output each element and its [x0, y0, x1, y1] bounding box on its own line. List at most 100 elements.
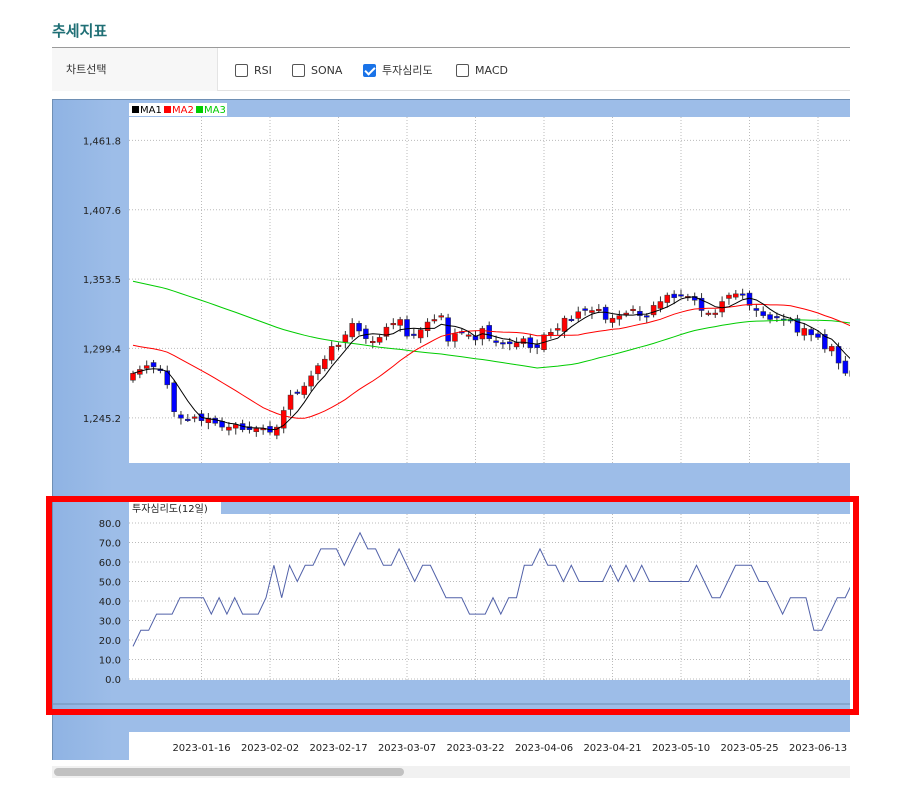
candle [705, 312, 712, 315]
candle [534, 344, 540, 348]
candle [623, 312, 629, 315]
candle [561, 317, 568, 332]
candle [828, 346, 835, 352]
candle [253, 428, 260, 432]
candle [644, 315, 650, 318]
candle [363, 328, 369, 339]
ma3-legend-label: MA3 [204, 105, 226, 116]
candle [678, 294, 684, 297]
psychology-checkbox[interactable] [363, 63, 376, 77]
candle [554, 328, 561, 331]
psychology-title: 투자심리도(12일) [132, 503, 208, 515]
candle [205, 417, 212, 424]
macd-checkbox[interactable] [456, 63, 469, 77]
candle [376, 337, 383, 343]
option-macd[interactable]: MACD [456, 62, 508, 78]
candle [287, 394, 294, 410]
candle [726, 294, 732, 299]
candle [575, 311, 581, 319]
x-axis-band [129, 732, 850, 760]
price-y-tick: 1,353.5 [83, 275, 121, 286]
ma2-line [132, 303, 850, 419]
candle [424, 321, 431, 332]
option-psychology[interactable]: 투자심리도 [363, 62, 433, 78]
option-sona[interactable]: SONA [292, 62, 342, 78]
candle [397, 319, 403, 326]
x-tick-label: 2023-05-25 [720, 743, 778, 754]
candle [596, 308, 602, 311]
candle [801, 328, 808, 336]
candle [493, 340, 499, 343]
candle [417, 329, 424, 339]
candle [630, 308, 636, 311]
scrollbar-thumb[interactable] [54, 768, 404, 776]
candle [356, 323, 362, 332]
candle [739, 293, 746, 296]
x-tick-label: 2023-02-17 [309, 743, 367, 754]
candle [513, 342, 520, 348]
price-y-tick: 1,461.8 [83, 136, 121, 147]
candle [774, 316, 780, 319]
psychology-label: 투자심리도 [382, 64, 433, 77]
candle [185, 418, 191, 421]
chart-frame[interactable]: 1,461.8 1,407.6 1,353.5 1,299.4 1,245.2 MA1 … [52, 99, 850, 760]
candle [664, 294, 671, 303]
candle [835, 346, 842, 364]
ma2-legend-label: MA2 [172, 105, 194, 116]
candle [404, 319, 410, 337]
candle [712, 312, 718, 315]
candle [445, 317, 451, 342]
candle [582, 308, 588, 311]
x-tick-label: 2023-01-16 [172, 743, 230, 754]
candle [609, 317, 616, 323]
psychology-y-tick: 80.0 [99, 519, 121, 530]
candle [171, 382, 177, 412]
psychology-y-tick: 20.0 [99, 636, 121, 647]
price-y-tick: 1,245.2 [83, 414, 121, 425]
price-panel [129, 117, 850, 463]
ma1-legend-swatch [132, 106, 139, 113]
page-title: 추세지표 [52, 22, 108, 40]
candle [274, 426, 280, 436]
candle [452, 333, 458, 342]
candle [342, 334, 349, 343]
ma3-legend-swatch [196, 106, 203, 113]
psychology-line [132, 531, 850, 647]
candle [191, 416, 198, 419]
candle [548, 332, 554, 336]
candle [507, 341, 513, 345]
ma1-line [132, 296, 850, 431]
candle [657, 301, 664, 309]
option-rsi[interactable]: RSI [235, 62, 272, 78]
candle [150, 362, 157, 368]
candle [486, 325, 492, 339]
candle [465, 334, 472, 337]
macd-label: MACD [475, 63, 508, 77]
candle [233, 424, 239, 429]
ma1-legend-label: MA1 [140, 105, 162, 116]
ma-legend: MA1 MA2 MA3 [129, 103, 227, 116]
rsi-checkbox[interactable] [235, 63, 248, 77]
psychology-y-tick: 70.0 [99, 539, 121, 550]
candle [370, 341, 376, 344]
candle [308, 375, 314, 387]
candle [383, 326, 390, 337]
candle [349, 323, 355, 338]
psychology-panel [129, 514, 850, 680]
candle [411, 333, 417, 336]
chart-canvas[interactable]: 1,461.8 1,407.6 1,353.5 1,299.4 1,245.2 MA1 … [53, 100, 850, 760]
ma3-line [132, 280, 850, 369]
x-tick-label: 2023-06-13 [789, 743, 847, 754]
candle [808, 329, 814, 336]
ma2-legend-swatch [164, 106, 171, 113]
candle [589, 310, 595, 313]
candle [390, 323, 397, 326]
candle [650, 305, 657, 316]
candle [746, 292, 753, 306]
x-tick-label: 2023-04-21 [583, 743, 641, 754]
candle [794, 318, 801, 333]
x-tick-label: 2023-03-22 [446, 743, 504, 754]
candle [733, 293, 739, 298]
candle [301, 385, 307, 395]
sona-checkbox[interactable] [292, 63, 305, 77]
